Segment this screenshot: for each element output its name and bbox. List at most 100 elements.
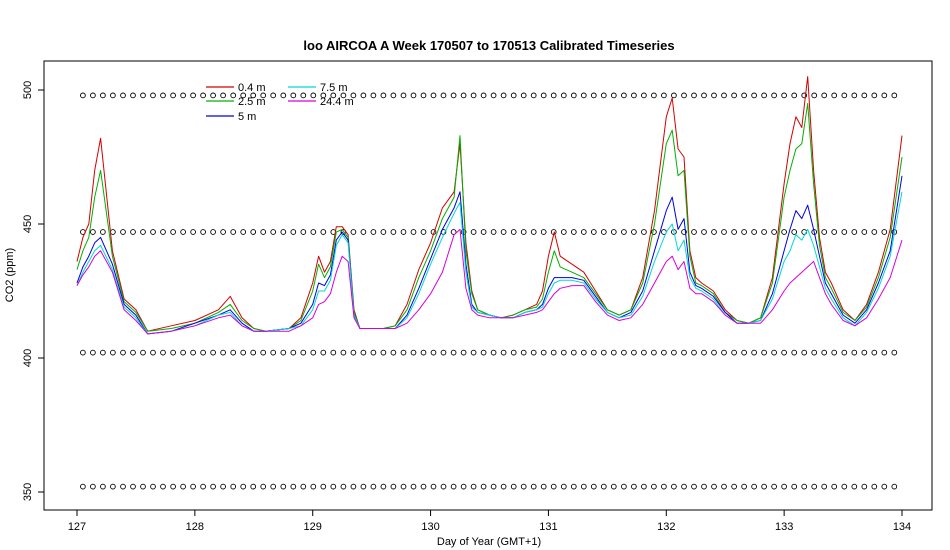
calibration-marker xyxy=(781,229,787,235)
calibration-marker xyxy=(801,349,808,356)
calibration-marker xyxy=(641,92,647,99)
calibration-marker xyxy=(621,92,627,99)
calibration-marker xyxy=(270,349,277,356)
calibration-marker xyxy=(761,483,767,490)
x-tick-label: 130 xyxy=(421,521,439,533)
calibration-marker xyxy=(741,229,747,235)
calibration-marker xyxy=(390,349,397,356)
calibration-marker xyxy=(160,483,166,490)
calibration-marker xyxy=(871,229,878,235)
calibration-marker xyxy=(260,349,267,356)
calibration-marker xyxy=(210,92,216,99)
calibration-marker xyxy=(180,92,186,99)
calibration-marker xyxy=(540,229,547,235)
calibration-marker xyxy=(200,483,206,490)
calibration-marker xyxy=(340,483,347,490)
calibration-marker xyxy=(520,229,527,235)
calibration-marker xyxy=(871,92,878,99)
calibration-marker xyxy=(430,92,437,99)
calibration-marker xyxy=(580,483,587,490)
calibration-marker xyxy=(821,483,828,490)
calibration-marker xyxy=(530,349,537,356)
calibration-marker xyxy=(310,229,317,235)
calibration-marker xyxy=(771,229,777,235)
calibration-marker xyxy=(801,92,808,99)
calibration-marker xyxy=(310,483,317,490)
calibration-marker xyxy=(110,229,116,235)
calibration-marker xyxy=(230,229,237,235)
calibration-marker xyxy=(530,92,537,99)
calibration-marker xyxy=(360,229,367,235)
calibration-marker xyxy=(841,92,848,99)
calibration-marker xyxy=(851,483,858,490)
calibration-marker xyxy=(270,229,277,235)
calibration-marker xyxy=(500,229,507,235)
plot-frame xyxy=(43,60,933,511)
calibration-marker xyxy=(881,92,888,99)
calibration-marker xyxy=(370,349,377,356)
calibration-marker xyxy=(831,483,838,490)
calibration-marker xyxy=(260,483,267,490)
calibration-marker xyxy=(320,483,327,490)
calibration-marker xyxy=(600,229,607,235)
calibration-marker xyxy=(420,92,427,99)
calibration-marker xyxy=(590,349,597,356)
calibration-marker xyxy=(320,349,327,356)
calibration-marker xyxy=(871,349,878,356)
calibration-marker xyxy=(290,349,297,356)
calibration-marker xyxy=(470,349,477,356)
calibration-marker xyxy=(520,92,527,99)
calibration-marker xyxy=(120,229,126,235)
calibration-marker xyxy=(350,349,357,356)
calibration-marker xyxy=(500,349,507,356)
calibration-marker xyxy=(661,92,667,99)
calibration-marker xyxy=(370,483,377,490)
calibration-marker xyxy=(711,483,717,490)
calibration-marker xyxy=(300,229,307,235)
calibration-marker xyxy=(881,229,888,235)
calibration-marker xyxy=(470,229,477,235)
calibration-marker xyxy=(160,349,166,356)
calibration-marker xyxy=(350,229,357,235)
series-line-0-4-m xyxy=(76,76,903,332)
calibration-marker xyxy=(260,92,267,99)
calibration-marker xyxy=(510,92,517,99)
calibration-marker xyxy=(90,349,96,356)
calibration-marker xyxy=(120,349,126,356)
calibration-marker xyxy=(701,92,707,99)
calibration-marker xyxy=(350,483,357,490)
calibration-marker xyxy=(651,483,657,490)
calibration-marker xyxy=(80,349,86,356)
calibration-marker xyxy=(500,92,507,99)
calibration-marker xyxy=(250,483,257,490)
calibration-marker xyxy=(811,483,818,490)
calibration-marker xyxy=(310,92,317,99)
calibration-marker xyxy=(681,92,687,99)
calibration-marker xyxy=(220,349,226,356)
calibration-marker xyxy=(380,483,387,490)
calibration-marker xyxy=(210,229,216,235)
calibration-marker xyxy=(460,483,467,490)
calibration-marker xyxy=(761,349,767,356)
calibration-marker xyxy=(110,92,116,99)
calibration-marker xyxy=(841,349,848,356)
calibration-marker xyxy=(100,483,106,490)
calibration-marker xyxy=(90,483,96,490)
calibration-marker xyxy=(280,483,287,490)
calibration-marker xyxy=(360,349,367,356)
calibration-marker xyxy=(831,92,838,99)
calibration-marker xyxy=(661,483,667,490)
legend-label: 5 m xyxy=(238,111,256,123)
calibration-marker xyxy=(170,349,176,356)
calibration-marker xyxy=(731,229,737,235)
calibration-marker xyxy=(831,229,838,235)
calibration-marker xyxy=(120,92,126,99)
calibration-marker xyxy=(130,229,136,235)
calibration-marker xyxy=(721,92,727,99)
calibration-marker xyxy=(631,92,637,99)
calibration-marker xyxy=(220,92,226,99)
calibration-marker xyxy=(450,92,457,99)
calibration-marker xyxy=(100,92,106,99)
calibration-marker xyxy=(590,229,597,235)
calibration-marker xyxy=(230,92,237,99)
